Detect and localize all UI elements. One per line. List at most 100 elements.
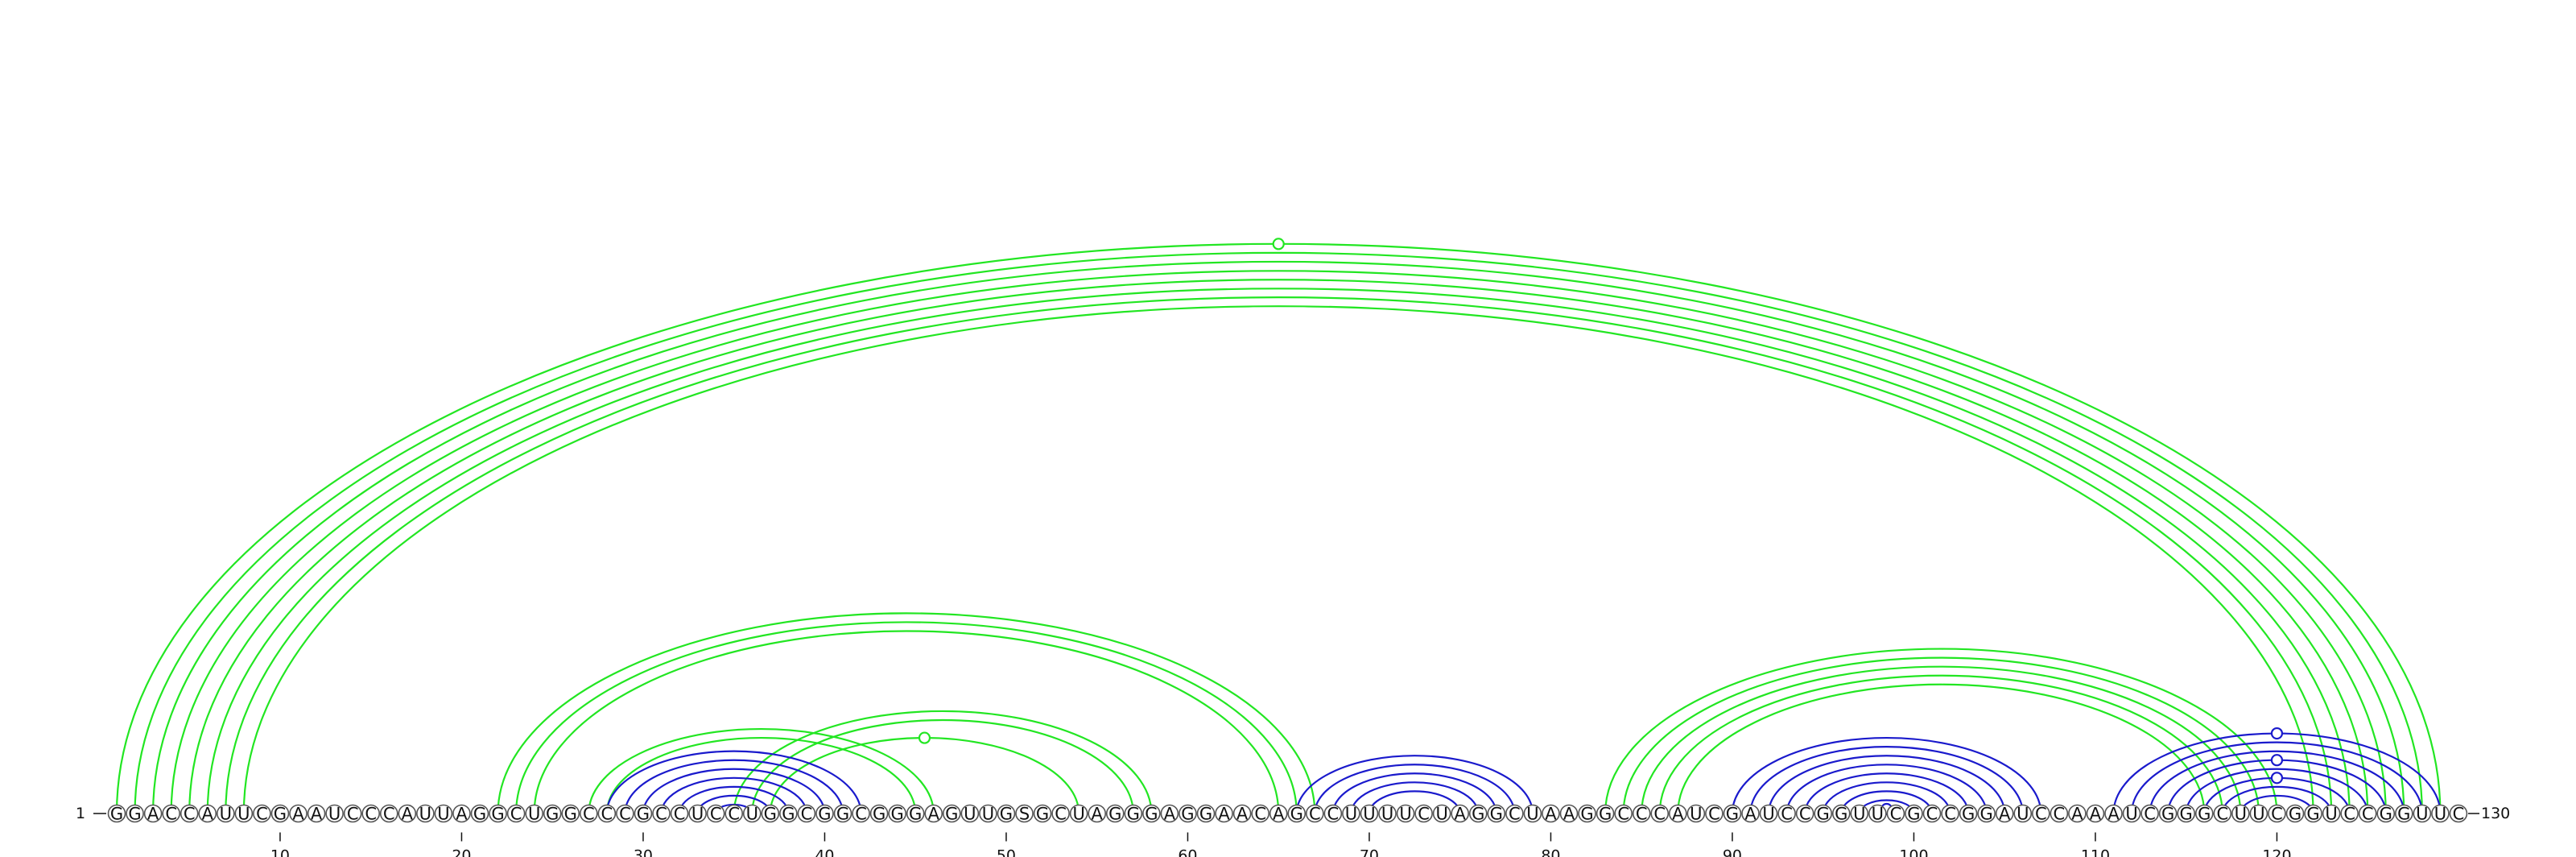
- nucleotide-letter: A: [456, 805, 468, 824]
- nucleotide-26: G: [561, 804, 580, 824]
- nucleotide-circle: [561, 804, 580, 823]
- nucleotide-70: U: [1360, 805, 1379, 824]
- nucleotide-letter: A: [2071, 805, 2083, 824]
- nucleotide-15: C: [361, 805, 381, 824]
- nucleotide-circle: [2395, 804, 2413, 823]
- nucleotide-letter: U: [1345, 805, 1357, 824]
- nucleotide-circle: [2285, 804, 2305, 823]
- nucleotide-circle: [997, 804, 1016, 823]
- nucleotide-letter: C: [184, 805, 196, 824]
- nucleotide-circle: [452, 804, 471, 823]
- arc-91-106: [1749, 746, 2024, 814]
- nucleotide-letter: A: [2107, 805, 2120, 824]
- nucleotide-circle: [616, 804, 634, 823]
- nucleotide-circle: [1723, 804, 1742, 823]
- nucleotide-118: U: [2231, 804, 2250, 824]
- nucleotide-37: G: [761, 805, 780, 824]
- arc-37-54: [769, 737, 1080, 814]
- nucleotide-circle: [688, 804, 707, 823]
- nucleotide-letter: G: [546, 805, 559, 824]
- nucleotide-letter: A: [202, 805, 214, 824]
- nucleotide-circle: [1306, 804, 1324, 823]
- nucleotide-letter: S: [1019, 805, 1030, 824]
- nucleotide-letter: U: [1690, 805, 1702, 824]
- nucleotide-circle: [2431, 804, 2450, 823]
- nucleotide-letter: A: [402, 805, 414, 824]
- nucleotide-letter: G: [2397, 805, 2410, 824]
- nucleotide-41: G: [833, 804, 852, 824]
- nucleotide-101: C: [1922, 805, 1942, 824]
- nucleotide-letter: G: [1472, 805, 1484, 824]
- nucleotide-122: G: [2304, 805, 2322, 824]
- nucleotide-circle: [1559, 804, 1579, 823]
- nucleotide-circle: [270, 804, 290, 823]
- nucleotide-circle: [2231, 804, 2250, 823]
- nucleotide-circle: [670, 804, 689, 823]
- nucleotide-circle: [652, 804, 671, 823]
- nucleotide-letter: U: [1762, 805, 1774, 824]
- nucleotide-circle: [2194, 804, 2214, 823]
- nucleotide-circle: [2322, 804, 2341, 823]
- nucleotide-letter: G: [1962, 805, 1975, 824]
- nucleotide-circle: [2158, 804, 2178, 823]
- nucleotide-62: A: [1215, 805, 1233, 824]
- nucleotide-circle: [833, 804, 852, 823]
- tick-label-100: 100: [1899, 847, 1928, 857]
- nucleotide-circle: [1160, 804, 1179, 823]
- nucleotide-21: G: [470, 805, 489, 824]
- nucleotide-104: G: [1977, 805, 1996, 824]
- nucleotide-circle: [1342, 804, 1360, 823]
- arc-35-58: [733, 710, 1153, 814]
- nucleotide-letter: C: [1327, 805, 1340, 824]
- nucleotide-61: G: [1196, 805, 1216, 824]
- nucleotide-59: A: [1160, 804, 1179, 824]
- nucleotide-letter: C: [1636, 805, 1648, 824]
- nucleotide-letter: G: [564, 805, 577, 824]
- nucleotide-120: C: [2268, 805, 2286, 824]
- nucleotide-3: A: [143, 804, 163, 824]
- nucleotide-letter: A: [147, 805, 159, 824]
- nucleotide-letter: A: [1218, 805, 1230, 824]
- nucleotide-90: G: [1723, 804, 1742, 824]
- arc-70-75: [1368, 790, 1461, 814]
- nucleotide-letter: C: [383, 805, 395, 824]
- nucleotide-letter: G: [945, 805, 958, 824]
- nucleotide-circle: [143, 804, 163, 823]
- nucleotide-circle: [2086, 804, 2105, 823]
- nucleotide-circle: [1650, 804, 1670, 823]
- nucleotide-circle: [1669, 804, 1687, 823]
- nucleotide-letter: A: [1164, 805, 1176, 824]
- nucleotide-letter: G: [1108, 805, 1121, 824]
- tick-label-110: 110: [2081, 847, 2110, 857]
- nucleotide-80: A: [1542, 805, 1560, 824]
- nucleotide-letter: U: [2252, 805, 2264, 824]
- nucleotide-circle: [198, 804, 217, 823]
- nucleotide-letter: A: [928, 805, 940, 824]
- nucleotide-39: C: [797, 805, 816, 824]
- nucleotide-circle: [2358, 804, 2377, 823]
- nucleotide-1: G: [107, 805, 126, 824]
- nucleotide-circle: [706, 804, 725, 823]
- nucleotide-circle: [1033, 804, 1052, 823]
- nucleotide-letter: U: [1435, 805, 1447, 824]
- nucleotide-letter: C: [1890, 805, 1902, 824]
- nucleotide-circle: [1414, 804, 1433, 823]
- nucleotide-113: C: [2140, 805, 2159, 824]
- nucleotide-circle: [506, 804, 526, 823]
- nucleotide-circle: [325, 804, 344, 823]
- nucleotide-83: G: [1596, 805, 1615, 824]
- tick-label-10: 10: [270, 847, 290, 857]
- nucleotide-circle: [779, 804, 798, 823]
- nucleotide-letter: U: [419, 805, 431, 824]
- nucleotide-circle: [924, 804, 943, 823]
- nucleotide-letter: C: [655, 805, 667, 824]
- nucleotide-68: C: [1323, 805, 1343, 824]
- arc-29-41: [624, 759, 844, 814]
- nucleotide-67: C: [1306, 804, 1324, 824]
- nucleotide-circle: [1269, 804, 1288, 823]
- nucleotide-circle: [1142, 804, 1161, 823]
- arc-84-119: [1622, 656, 2260, 814]
- nucleotide-circle: [162, 804, 180, 823]
- arc-83-120: [1604, 648, 2278, 814]
- nucleotide-98: U: [1868, 805, 1887, 824]
